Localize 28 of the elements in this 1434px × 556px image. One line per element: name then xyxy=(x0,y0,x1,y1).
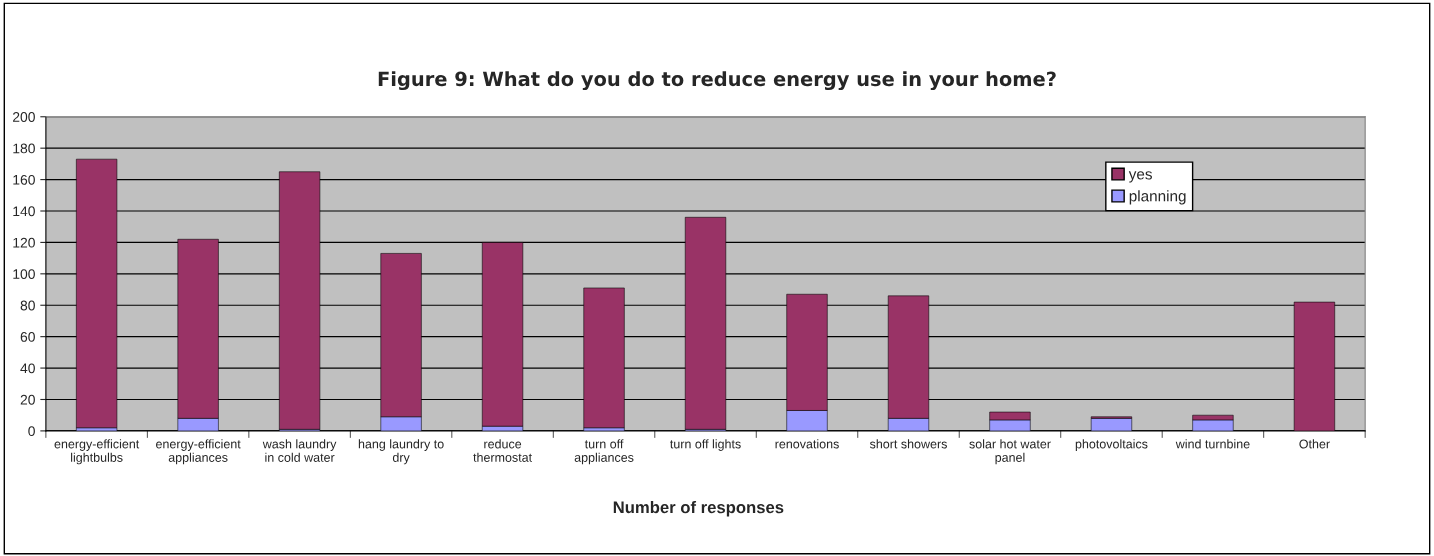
y-tick-label: 160 xyxy=(13,174,35,185)
y-tick-label: 20 xyxy=(20,394,35,405)
y-tick-label: 120 xyxy=(13,237,35,248)
x-tick-label: energy-efficient appliances xyxy=(156,439,241,465)
x-tick-label: short showers xyxy=(869,439,947,449)
x-tick-label: turn off lights xyxy=(670,439,741,451)
x-tick-label: solar hot water panel xyxy=(969,439,1051,465)
x-tick-label: hang laundry to dry xyxy=(358,439,444,465)
legend-label: yes xyxy=(1128,171,1152,183)
y-tick-label: 80 xyxy=(20,300,35,311)
x-tick-label: turn off appliances xyxy=(574,439,634,465)
x-tick-label: reduce thermostat xyxy=(473,439,532,462)
y-tick-label: 140 xyxy=(13,206,35,217)
x-tick-label: wind turnbine xyxy=(1175,439,1250,449)
x-tick-label: Other xyxy=(1299,439,1330,449)
chart-title: Figure 9: What do you do to reduce energy use in your home? xyxy=(378,71,1056,91)
y-tick-label: 180 xyxy=(13,143,35,154)
y-tick-label: 60 xyxy=(20,331,35,342)
y-tick-label: 100 xyxy=(13,269,35,279)
y-tick-label: 200 xyxy=(13,112,35,122)
x-tick-label: photovoltaics xyxy=(1075,439,1148,451)
x-axis-title: Number of responses xyxy=(613,500,784,517)
y-tick-label: 0 xyxy=(28,426,35,437)
x-tick-label: energy-efficient lightbulbs xyxy=(54,439,140,465)
x-tick-label: wash laundry in cold water xyxy=(262,439,337,462)
legend-label: planning xyxy=(1129,190,1186,205)
x-tick-label: renovations xyxy=(775,439,839,449)
y-tick-label: 40 xyxy=(20,363,35,374)
